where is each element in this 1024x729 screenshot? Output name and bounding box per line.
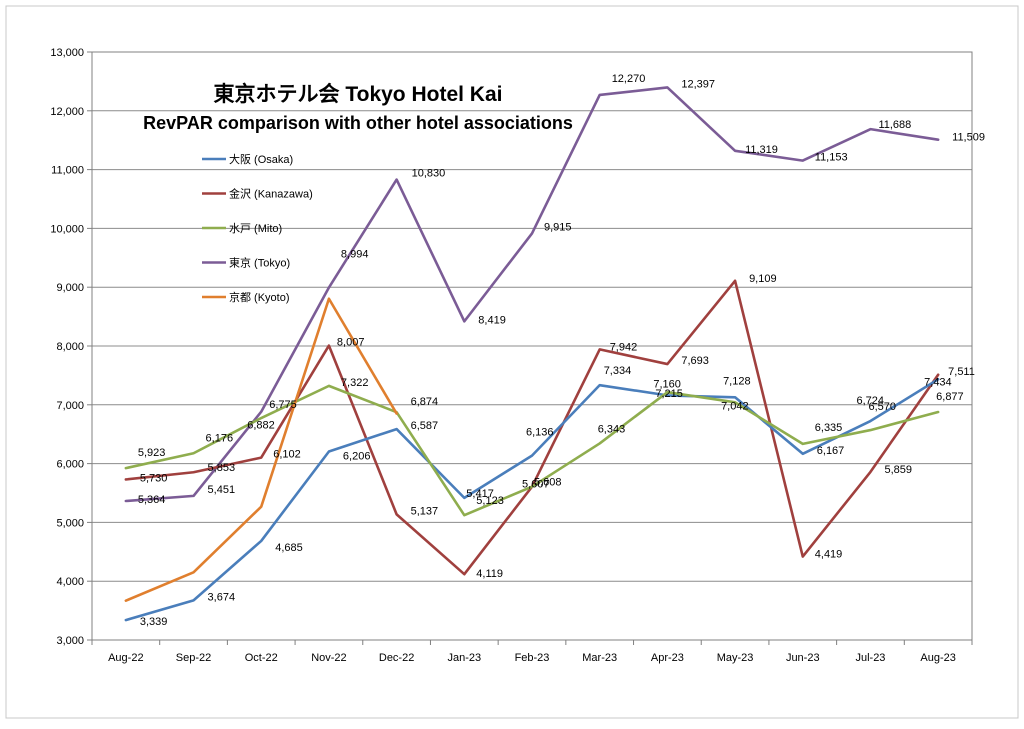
data-label: 6,724	[856, 395, 884, 407]
data-label: 6,775	[269, 399, 297, 411]
data-label: 12,397	[681, 78, 715, 90]
data-label: 11,319	[745, 144, 778, 156]
data-label: 3,339	[140, 616, 168, 628]
data-label: 5,730	[140, 472, 168, 484]
data-label: 7,942	[610, 341, 638, 353]
x-tick-label: Aug-22	[108, 652, 143, 664]
data-label: 3,674	[208, 591, 236, 603]
data-label: 4,119	[476, 568, 503, 580]
x-tick-label: Aug-23	[920, 652, 955, 664]
data-label: 5,451	[208, 484, 236, 496]
data-label: 7,511	[948, 366, 975, 378]
data-label: 9,109	[749, 273, 777, 285]
data-label: 7,215	[655, 388, 683, 400]
x-tick-label: Feb-23	[515, 652, 550, 664]
legend-label: 金沢 (Kanazawa)	[229, 187, 313, 201]
data-label: 5,417	[466, 488, 494, 500]
x-tick-label: Mar-23	[582, 652, 617, 664]
y-axis: 3,000 4,000 5,000 6,000 7,000 8,000 9,000 10,00…	[50, 47, 92, 647]
data-label: 9,915	[544, 221, 572, 233]
data-label: 5,923	[138, 447, 166, 459]
legend-label: 京都 (Kyoto)	[229, 290, 290, 304]
data-label: 7,434	[924, 376, 952, 388]
y-tick-label: 6,000	[56, 459, 84, 471]
data-label: 6,343	[598, 423, 626, 435]
x-tick-label: Apr-23	[651, 652, 684, 664]
y-tick-label: 8,000	[56, 341, 84, 353]
series-line-0	[124, 377, 940, 622]
data-label: 5,137	[411, 505, 439, 517]
data-label: 6,874	[411, 396, 439, 408]
data-label: 8,994	[341, 249, 369, 261]
data-label: 4,685	[275, 542, 303, 554]
data-label: 6,176	[206, 432, 234, 444]
data-label: 6,877	[936, 391, 964, 403]
data-label: 8,419	[478, 314, 506, 326]
y-tick-label: 10,000	[50, 223, 84, 235]
x-tick-label: Oct-22	[245, 652, 278, 664]
data-labels: 3,339 3,674 4,685 6,206 6,587 5,417 6,136 7,334…	[138, 73, 985, 628]
y-tick-label: 4,000	[56, 576, 84, 588]
series-line-4	[124, 297, 398, 602]
legend-label: 東京 (Tokyo)	[229, 256, 290, 270]
x-tick-label: May-23	[717, 652, 754, 664]
y-tick-label: 12,000	[50, 106, 84, 118]
data-label: 5,364	[138, 494, 166, 506]
chart-border	[5, 5, 1019, 719]
data-label: 7,160	[653, 378, 681, 390]
y-tick-label: 7,000	[56, 400, 84, 412]
x-axis: Aug-22 Sep-22 Oct-22 Nov-22 Dec-22 Jan-23 Feb-…	[91, 640, 973, 664]
series-line-2	[124, 384, 940, 517]
series-lines	[124, 86, 940, 622]
legend-label: 水戸 (Mito)	[229, 222, 282, 235]
data-label: 11,153	[815, 152, 848, 164]
x-tick-label: Jul-23	[855, 652, 885, 664]
x-tick-label: Dec-22	[379, 652, 414, 664]
y-tick-label: 3,000	[56, 635, 84, 647]
y-tick-label: 11,000	[51, 165, 84, 177]
data-label: 7,334	[604, 365, 632, 377]
data-label: 12,270	[612, 73, 646, 85]
data-label: 4,419	[815, 549, 843, 561]
y-tick-label: 13,000	[50, 47, 84, 59]
legend-label: 大阪 (Osaka)	[229, 152, 293, 166]
data-label: 6,570	[868, 401, 896, 413]
data-label: 7,042	[721, 400, 749, 412]
x-tick-label: Nov-22	[311, 652, 346, 664]
chart-subtitle: RevPAR comparison with other hotel assoc…	[143, 113, 573, 133]
data-label: 7,128	[723, 375, 751, 387]
data-label: 5,608	[534, 477, 562, 489]
data-label: 11,688	[878, 119, 911, 131]
data-label: 6,102	[273, 449, 301, 461]
chart-title: 東京ホテル会 Tokyo Hotel Kai	[214, 82, 503, 106]
data-label: 6,587	[411, 420, 439, 432]
x-tick-label: Jan-23	[447, 652, 481, 664]
data-label: 8,007	[337, 337, 365, 349]
data-label: 5,859	[884, 464, 912, 476]
data-label: 6,206	[343, 450, 371, 462]
data-label: 6,167	[817, 445, 845, 457]
data-label: 5,607	[522, 479, 550, 491]
x-tick-label: Sep-22	[176, 652, 211, 664]
legend: 大阪 (Osaka) 金沢 (Kanazawa) 水戸 (Mito) 東京 (Toky…	[202, 152, 313, 304]
data-label: 7,322	[341, 377, 369, 389]
y-tick-label: 5,000	[56, 517, 84, 529]
data-label: 5,123	[476, 495, 504, 507]
y-tick-label: 9,000	[56, 282, 84, 294]
data-label: 6,335	[815, 422, 843, 434]
data-label: 5,853	[208, 462, 236, 474]
data-label: 6,136	[526, 427, 554, 439]
data-label: 10,830	[412, 168, 446, 180]
data-label: 11,509	[952, 132, 985, 144]
series-line-3	[124, 86, 940, 503]
data-label: 6,882	[247, 420, 275, 432]
data-label: 7,693	[681, 355, 709, 367]
x-tick-label: Jun-23	[786, 652, 820, 664]
